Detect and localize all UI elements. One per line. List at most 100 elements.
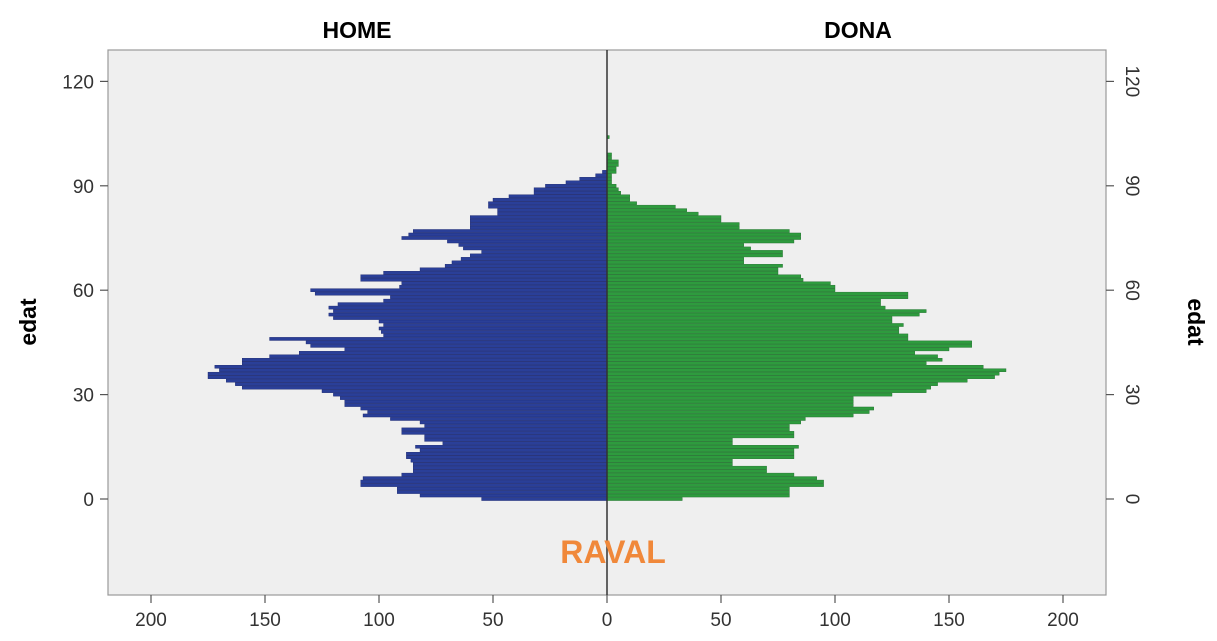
x-tick-label: 200 [135,610,167,631]
home-bar [299,351,608,355]
home-bar [470,225,608,230]
right-y-tick-label: 120 [1121,66,1142,98]
dona-bar [606,490,790,494]
home-bar [413,465,608,470]
dona-bar [606,472,795,477]
dona-bar [606,298,881,303]
dona-bar [606,340,972,345]
dona-bar [606,399,854,404]
home-bar [397,490,608,494]
home-bar [492,197,608,202]
home-bar [419,267,608,272]
home-bar [383,298,608,303]
x-tick-label: 150 [249,610,281,631]
home-bar [362,413,608,418]
dona-bar [606,166,617,171]
dona-bar [606,208,688,212]
dona-bar [606,197,630,202]
home-bar [310,344,608,348]
dona-bar [606,204,676,209]
home-bar [328,312,608,317]
home-bar [269,354,608,359]
right-y-axis-label: edat [1183,298,1209,346]
dona-bar [606,445,799,449]
dona-bar [606,438,733,442]
home-bar [397,486,608,491]
home-bar [481,497,608,501]
dona-bar [606,291,909,296]
home-bar [241,358,608,362]
home-bar [444,264,608,268]
home-bar [460,257,608,261]
home-bar [447,239,608,244]
x-tick-label: 200 [1047,610,1079,631]
dona-bar [606,441,733,446]
home-bars [207,170,608,501]
dona-bar [606,295,909,299]
left-y-axis-label: edat [15,298,41,346]
dona-bar [606,222,740,226]
dona-bar [606,358,943,362]
home-bar [207,375,608,379]
home-bar [235,382,608,386]
home-panel-title: HOME [323,17,392,43]
home-bar [533,187,608,192]
home-bar [378,319,608,324]
dona-bar [606,159,619,164]
dona-bar [606,448,795,453]
right-y-tick-label: 90 [1121,175,1142,196]
home-bar [419,420,608,425]
home-bar [381,330,608,334]
home-bar [219,368,608,372]
dona-bar [606,323,904,327]
home-bar [415,445,608,449]
dona-bar [606,427,790,432]
dona-bar [606,344,972,348]
dona-bar [606,403,854,407]
dona-panel-title: DONA [824,17,892,43]
home-bar [360,406,608,411]
home-bar [269,337,608,341]
dona-bar [606,257,745,261]
home-bar [458,243,608,247]
left-y-tick-label: 30 [73,386,94,407]
home-bar [399,284,608,289]
home-bar [344,347,608,352]
home-bar [241,361,608,366]
right-y-tick-label: 0 [1121,494,1142,505]
home-bar [241,385,608,390]
home-bar [344,399,608,404]
home-bar [333,316,608,320]
home-bar [533,191,608,195]
right-y-tick-label: 60 [1121,280,1142,301]
home-bar [360,479,608,484]
home-bar [406,452,608,456]
dona-bar [606,483,824,487]
home-bar [314,291,608,296]
home-bar [424,424,608,428]
dona-bar [606,465,767,470]
dona-bar [606,215,722,219]
home-bar [442,441,608,446]
dona-bar [606,312,920,317]
home-bar [579,177,608,181]
dona-bar [606,267,779,272]
dona-bar [606,410,870,414]
dona-bar [606,194,630,198]
dona-bar [606,476,817,480]
dona-bar [606,417,806,421]
dona-bar [606,264,783,268]
home-bar [362,476,608,480]
dona-bar [606,163,619,167]
dona-bar [606,462,733,466]
dona-bar [606,469,767,473]
home-bar [383,271,608,275]
home-bar [488,201,608,205]
x-tick-label: 50 [710,610,731,631]
home-bar [214,365,608,369]
dona-bar [606,246,751,251]
home-bar [565,180,608,185]
home-bar [344,403,608,407]
left-y-tick-label: 60 [73,281,94,302]
home-bar [333,392,608,397]
